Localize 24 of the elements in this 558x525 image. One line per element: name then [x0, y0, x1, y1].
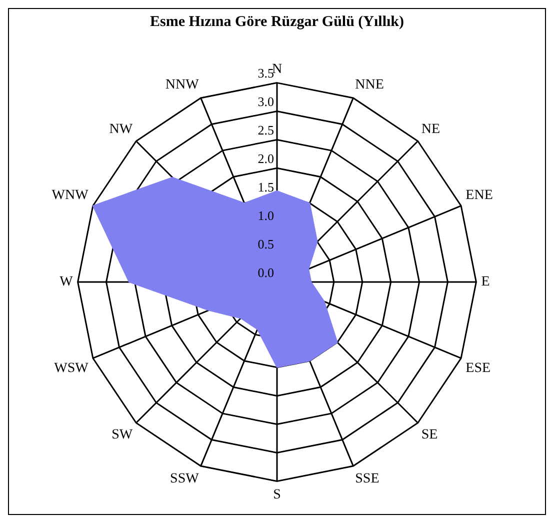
spoke-label: WSW	[54, 361, 90, 376]
spoke-label: NW	[109, 122, 134, 137]
chart-title: Esme Hızına Göre Rüzgar Gülü (Yıllık)	[150, 14, 404, 30]
spoke-label: ESE	[466, 361, 491, 376]
spoke-label: SE	[421, 427, 438, 442]
spoke-label: NE	[421, 122, 440, 137]
spoke-label: SSE	[355, 472, 380, 487]
y-tick-label: 1.0	[258, 208, 274, 224]
spoke-label: ENE	[466, 188, 493, 204]
y-tick-label: 3.0	[258, 94, 274, 110]
spoke-label: NNW	[165, 78, 200, 93]
spoke-label: E	[481, 274, 490, 290]
spoke-label: WNW	[52, 188, 90, 204]
y-tick-label: 3.5	[258, 66, 274, 81]
spoke-label: W	[60, 274, 74, 290]
spoke-label: SW	[112, 427, 134, 442]
y-tick-label: 0.0	[258, 264, 274, 280]
y-tick-label: 1.5	[258, 180, 274, 195]
y-tick-label: 2.5	[258, 122, 274, 138]
y-tick-label: 0.5	[258, 236, 274, 252]
y-tick-label: 2.0	[258, 151, 274, 166]
spoke-label: SSW	[170, 472, 200, 487]
spoke-label: S	[273, 487, 281, 502]
spoke-label: NNE	[355, 78, 384, 93]
